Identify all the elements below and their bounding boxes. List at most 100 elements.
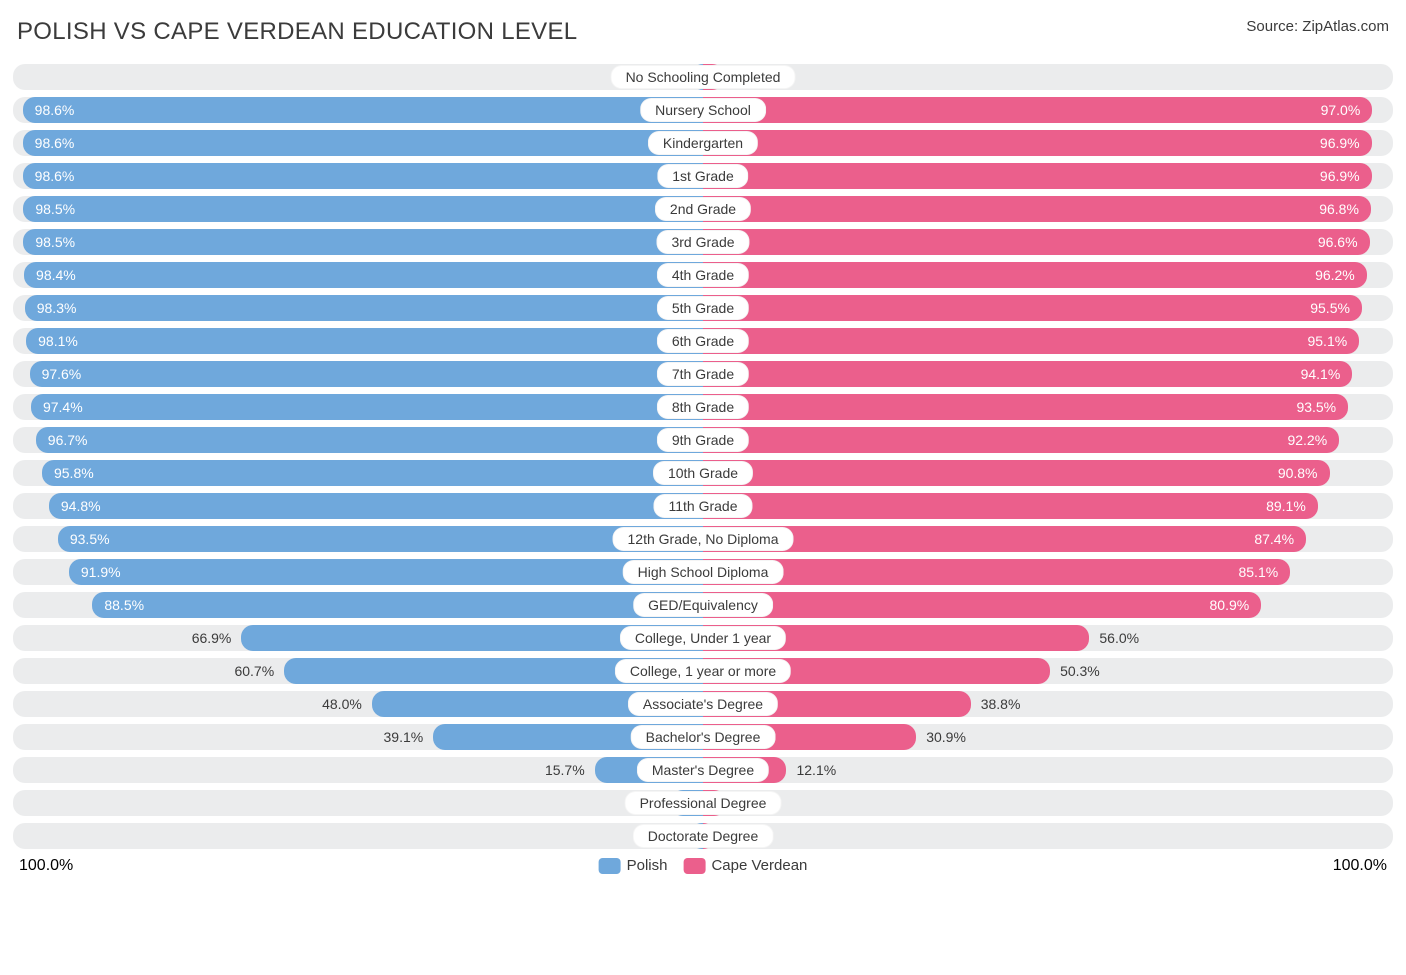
chart-row: 98.1%95.1%6th Grade	[13, 328, 1393, 354]
category-label: Kindergarten	[648, 131, 758, 155]
chart-row: 94.8% 89.1%11th Grade	[13, 493, 1393, 519]
legend-swatch-right	[683, 858, 705, 874]
pct-left: 97.6%	[42, 366, 82, 382]
pct-left: 98.6%	[35, 135, 75, 151]
pct-left: 39.1%	[374, 729, 434, 745]
pct-right: 95.1%	[1307, 333, 1347, 349]
chart-source: Source: ZipAtlas.com	[1246, 18, 1389, 35]
pct-right: 90.8%	[1278, 465, 1318, 481]
row-half-right: 50.3%	[703, 658, 1393, 684]
bar-left: 94.8%	[49, 493, 703, 519]
row-half-left: 98.4%	[13, 262, 703, 288]
category-label: Nursery School	[640, 98, 766, 122]
category-label: Professional Degree	[625, 791, 782, 815]
category-label: 11th Grade	[653, 494, 752, 518]
chart-row: 48.0%38.8%Associate's Degree	[13, 691, 1393, 717]
pct-left: 88.5%	[104, 597, 144, 613]
chart-row: 97.6% 94.1% 7th Grade	[13, 361, 1393, 387]
row-half-left: 95.8%	[13, 460, 703, 486]
category-label: No Schooling Completed	[611, 65, 796, 89]
chart-row: 60.7%50.3%College, 1 year or more	[13, 658, 1393, 684]
category-label: 10th Grade	[653, 461, 753, 485]
row-half-left: 97.4%	[13, 394, 703, 420]
pct-right: 97.0%	[1321, 102, 1361, 118]
row-half-right: 95.1%	[703, 328, 1393, 354]
row-half-left: 15.7%	[13, 757, 703, 783]
row-half-left: 98.6%	[13, 163, 703, 189]
row-half-left: 39.1%	[13, 724, 703, 750]
row-half-left: 98.5%	[13, 229, 703, 255]
pct-left: 98.4%	[36, 267, 76, 283]
row-half-right: 96.9%	[703, 163, 1393, 189]
legend-swatch-left	[599, 858, 621, 874]
pct-right: 96.6%	[1318, 234, 1358, 250]
axis-label-right: 100.0%	[1333, 857, 1387, 875]
bar-right: 93.5%	[703, 394, 1348, 420]
bar-left: 91.9%	[69, 559, 703, 585]
pct-left: 94.8%	[61, 498, 101, 514]
axis-label-left: 100.0%	[19, 857, 73, 875]
pct-left: 98.3%	[37, 300, 77, 316]
row-half-right: 96.8%	[703, 196, 1393, 222]
row-half-right: 56.0%	[703, 625, 1393, 651]
pct-left: 66.9%	[182, 630, 242, 646]
chart-row: 98.6%96.9%1st Grade	[13, 163, 1393, 189]
row-half-right: 89.1%	[703, 493, 1393, 519]
row-half-right: 92.2%	[703, 427, 1393, 453]
row-half-left: 4.6%	[13, 790, 703, 816]
category-label: 6th Grade	[657, 329, 749, 353]
pct-right: 87.4%	[1254, 531, 1294, 547]
row-half-right: 85.1%	[703, 559, 1393, 585]
pct-left: 97.4%	[43, 399, 83, 415]
row-half-left: 98.6%	[13, 130, 703, 156]
chart-row: 97.4% 93.5%8th Grade	[13, 394, 1393, 420]
chart-container: POLISH VS CAPE VERDEAN EDUCATION LEVEL S…	[13, 0, 1393, 881]
category-label: Master's Degree	[637, 758, 769, 782]
chart-title: POLISH VS CAPE VERDEAN EDUCATION LEVEL	[17, 18, 577, 46]
bar-right: 94.1%	[703, 361, 1352, 387]
category-label: 2nd Grade	[655, 197, 751, 221]
bar-left: 97.4%	[31, 394, 703, 420]
bar-left: 98.6%	[23, 130, 703, 156]
bar-left: 98.6%	[23, 97, 703, 123]
chart-row: 88.5%80.9%GED/Equivalency	[13, 592, 1393, 618]
legend-label-right: Cape Verdean	[711, 857, 807, 874]
pct-right: 85.1%	[1238, 564, 1278, 580]
chart-row: 98.5% 96.8% 2nd Grade	[13, 196, 1393, 222]
pct-right: 96.8%	[1319, 201, 1359, 217]
row-half-right: 97.0%	[703, 97, 1393, 123]
category-label: 7th Grade	[657, 362, 749, 386]
chart-row: 66.9%56.0%College, Under 1 year	[13, 625, 1393, 651]
pct-left: 95.8%	[54, 465, 94, 481]
row-half-right: 3.4%	[703, 790, 1393, 816]
row-half-left: 94.8%	[13, 493, 703, 519]
category-label: 5th Grade	[657, 296, 749, 320]
chart-row: 93.5%87.4%12th Grade, No Diploma	[13, 526, 1393, 552]
pct-right: 56.0%	[1089, 630, 1149, 646]
row-half-right: 3.1%	[703, 64, 1393, 90]
pct-right: 50.3%	[1050, 663, 1110, 679]
pct-left: 98.5%	[35, 201, 75, 217]
legend-item-left: Polish	[599, 857, 668, 874]
row-half-right: 96.2%	[703, 262, 1393, 288]
chart-legend: Polish Cape Verdean	[599, 857, 808, 874]
bar-left: 96.7%	[36, 427, 703, 453]
category-label: 8th Grade	[657, 395, 749, 419]
bar-left: 98.3%	[25, 295, 703, 321]
pct-left: 15.7%	[535, 762, 595, 778]
pct-right: 92.2%	[1287, 432, 1327, 448]
row-half-left: 60.7%	[13, 658, 703, 684]
row-half-right: 30.9%	[703, 724, 1393, 750]
row-half-left: 1.9%	[13, 823, 703, 849]
bar-right: 96.2%	[703, 262, 1367, 288]
category-label: 4th Grade	[657, 263, 749, 287]
category-label: Doctorate Degree	[633, 824, 774, 848]
chart-row: 39.1%30.9%Bachelor's Degree	[13, 724, 1393, 750]
row-half-left: 98.3%	[13, 295, 703, 321]
pct-right: 94.1%	[1301, 366, 1341, 382]
bar-right: 92.2%	[703, 427, 1339, 453]
row-half-left: 97.6%	[13, 361, 703, 387]
chart-row: 98.5% 96.6% 3rd Grade	[13, 229, 1393, 255]
bar-left: 98.6%	[23, 163, 703, 189]
category-label: 3rd Grade	[656, 230, 749, 254]
